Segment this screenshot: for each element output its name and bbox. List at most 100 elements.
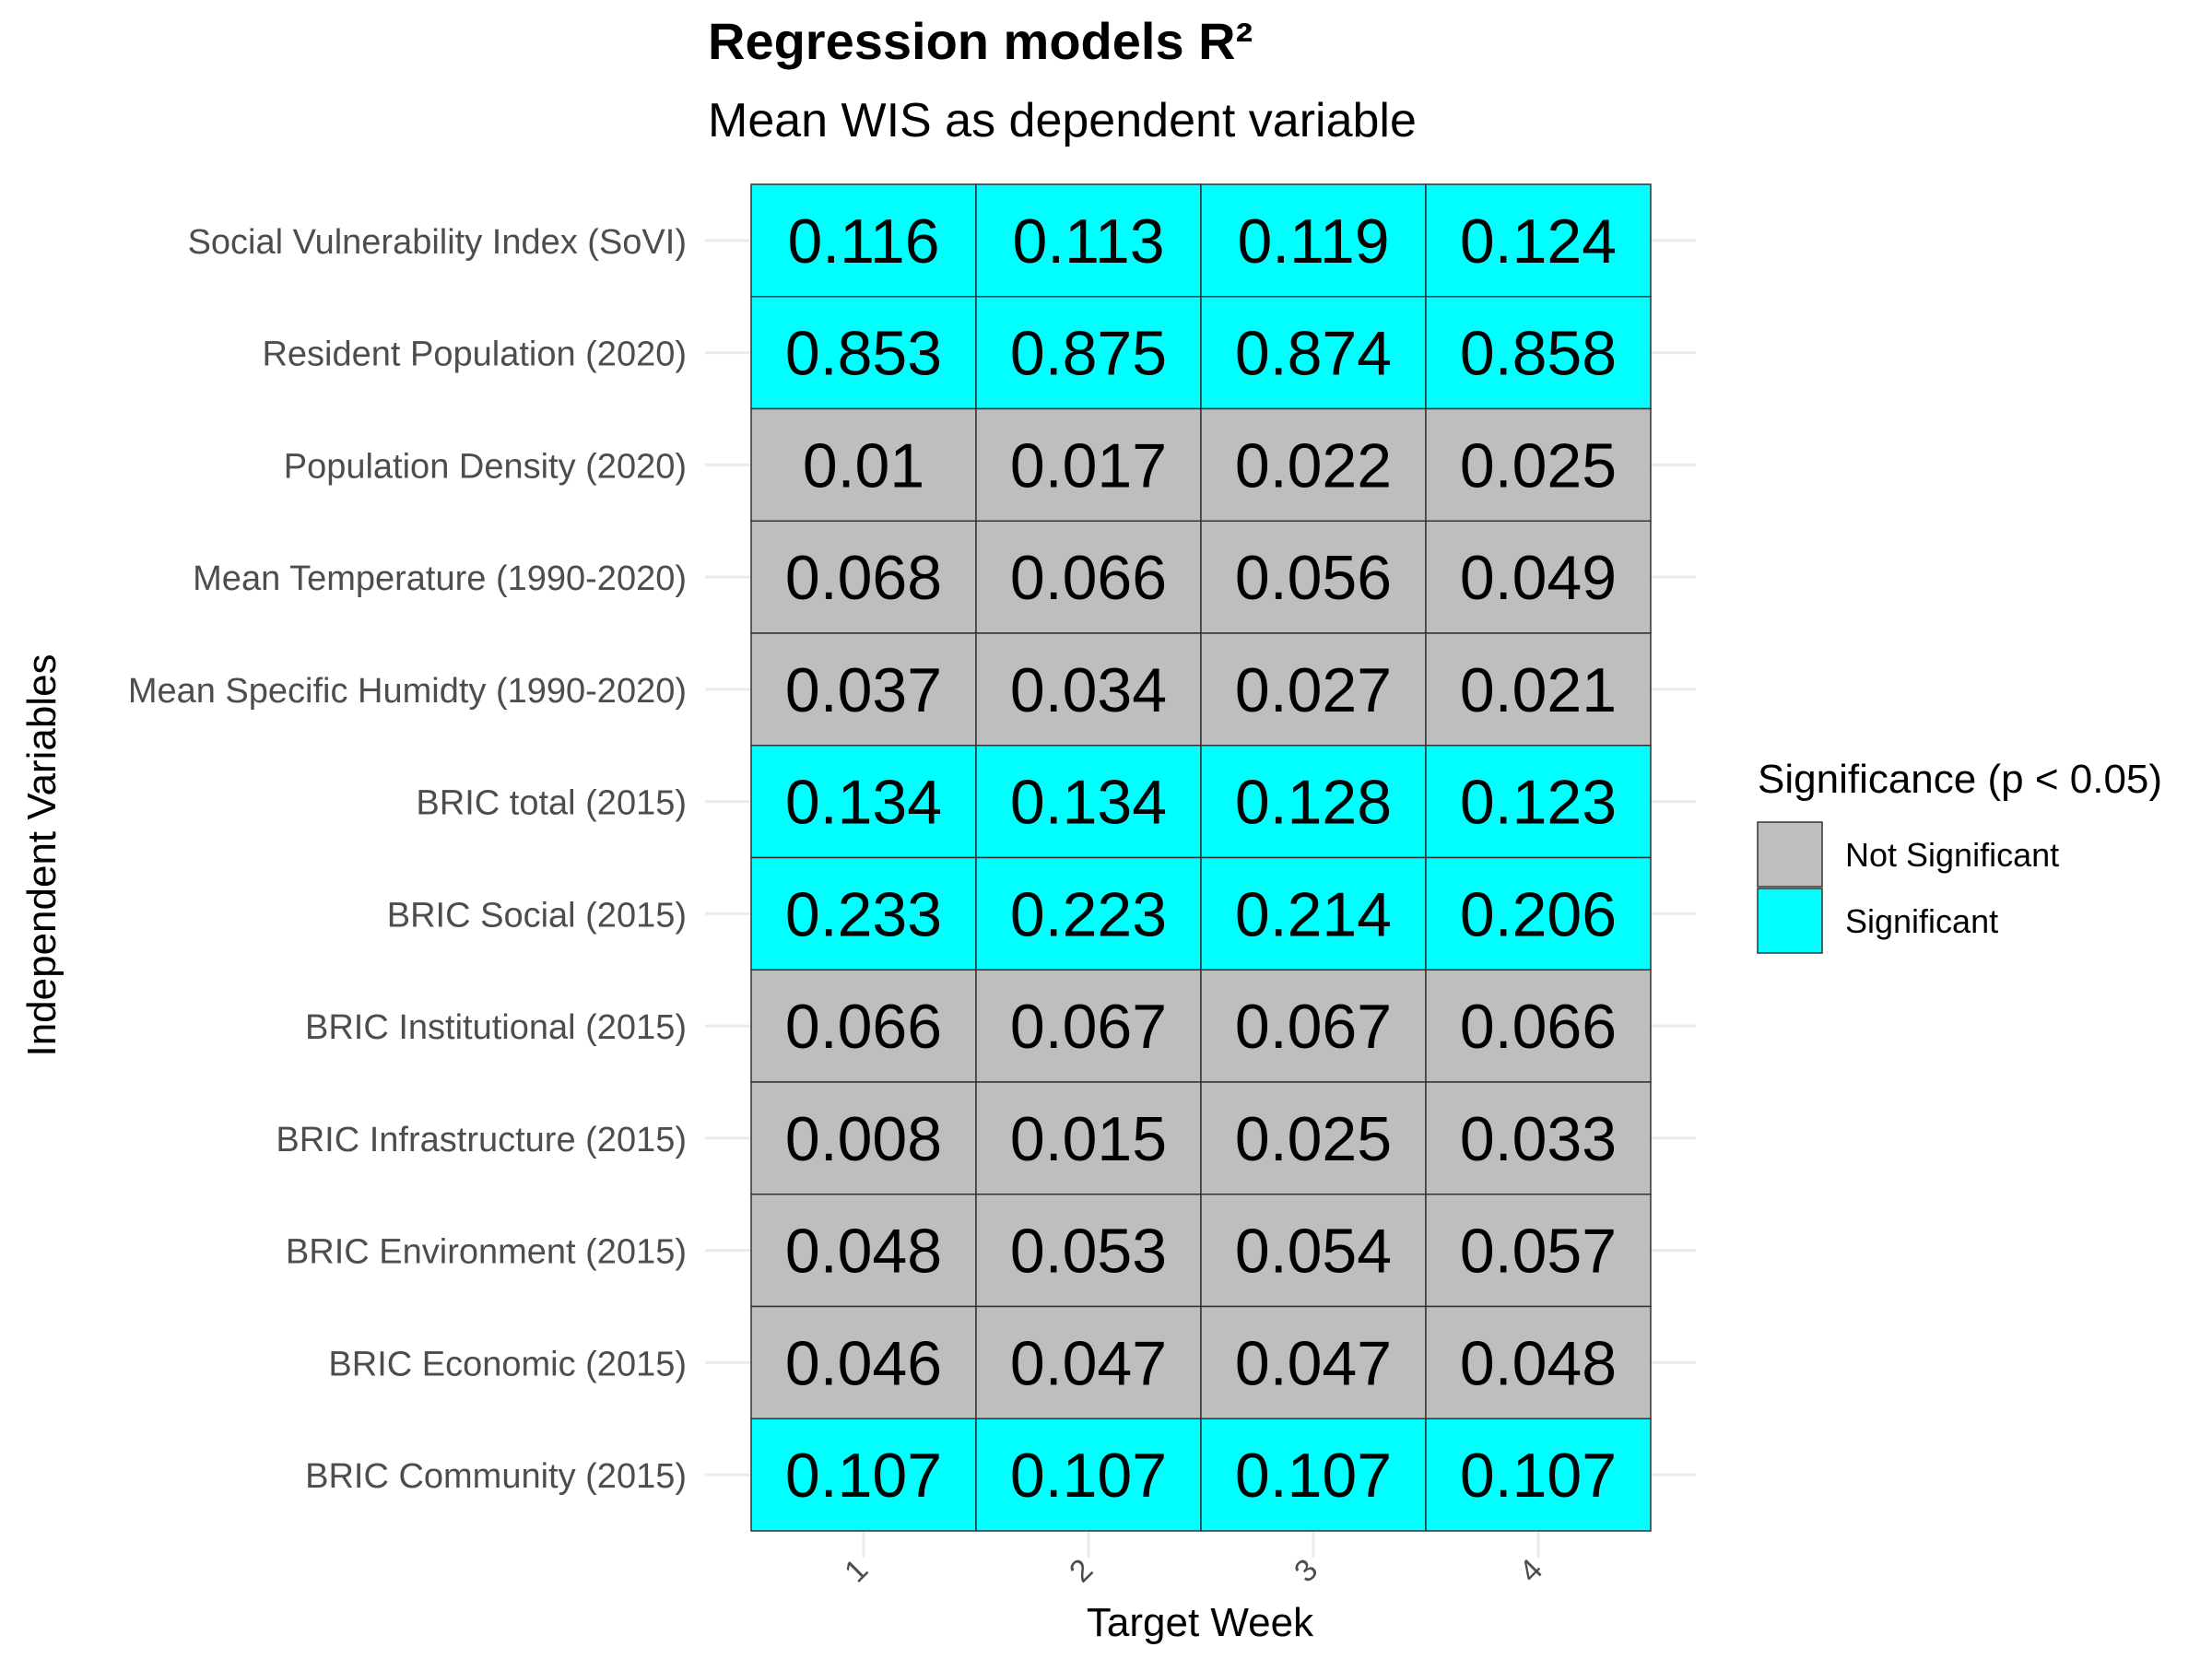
heatmap-cell xyxy=(1200,1194,1427,1308)
y-tick-label: BRIC Social (2015) xyxy=(387,896,687,935)
cell-value-label: 0.025 xyxy=(1235,1104,1392,1174)
cell-value-label: 0.107 xyxy=(1010,1441,1167,1511)
heatmap-cell xyxy=(1200,856,1427,971)
cell-value-label: 0.067 xyxy=(1010,992,1167,1062)
cell-value-label: 0.027 xyxy=(1235,655,1392,725)
cell-value-label: 0.046 xyxy=(785,1328,942,1398)
heatmap-cell xyxy=(750,1418,977,1532)
x-tick-label: 2 xyxy=(1063,1552,1100,1589)
cell-value-label: 0.124 xyxy=(1460,206,1617,276)
cell-value-label: 0.022 xyxy=(1235,430,1392,500)
cell-value-label: 0.068 xyxy=(785,543,942,613)
y-tick-label: Population Density (2020) xyxy=(284,447,687,486)
x-axis-title: Target Week xyxy=(1087,1600,1314,1645)
heatmap-cells: 0.116 0.113 0.119 0.124 0.853 0.875 0.874 0.858… xyxy=(750,183,1652,1532)
cell-value-label: 0.119 xyxy=(1237,206,1389,276)
heatmap-cell xyxy=(1425,856,1652,971)
y-tick-label: BRIC Infrastructure (2015) xyxy=(276,1121,687,1159)
cell-value-label: 0.048 xyxy=(785,1217,942,1287)
heatmap-cell xyxy=(1425,1081,1652,1195)
heatmap-cell xyxy=(1200,632,1427,747)
cell-value-label: 0.048 xyxy=(1460,1328,1617,1398)
heatmap-cell xyxy=(1200,296,1427,410)
cell-value-label: 0.134 xyxy=(1010,768,1167,838)
cell-value-label: 0.053 xyxy=(1010,1217,1167,1287)
cell-value-label: 0.047 xyxy=(1235,1328,1392,1398)
legend: Significance (p < 0.05) Not Significant … xyxy=(1757,757,2162,954)
heatmap-cell xyxy=(750,296,977,410)
y-tick-label: BRIC Institutional (2015) xyxy=(305,1008,687,1047)
cell-value-label: 0.037 xyxy=(785,655,942,725)
cell-value-label: 0.025 xyxy=(1460,430,1617,500)
heatmap-cell xyxy=(1200,745,1427,859)
heatmap-cell xyxy=(1425,520,1652,634)
heatmap-cell xyxy=(750,745,977,859)
heatmap-cell xyxy=(975,296,1202,410)
heatmap-cell xyxy=(975,1194,1202,1308)
legend-title: Significance (p < 0.05) xyxy=(1758,757,2162,802)
cell-value-label: 0.123 xyxy=(1460,768,1617,838)
heatmap-cell xyxy=(975,1305,1202,1419)
heatmap-cell xyxy=(1200,407,1427,522)
heatmap-cell xyxy=(1200,1305,1427,1419)
chart-title: Regression models R² xyxy=(708,12,1253,70)
cell-value-label: 0.107 xyxy=(1235,1441,1392,1511)
heatmap-cell xyxy=(975,969,1202,1083)
cell-value-label: 0.01 xyxy=(803,430,924,500)
heatmap-cell xyxy=(975,520,1202,634)
x-tick-label: 4 xyxy=(1512,1552,1549,1589)
heatmap-cell xyxy=(1425,1418,1652,1532)
heatmap-cell xyxy=(975,745,1202,859)
heatmap-cell xyxy=(1425,183,1652,298)
heatmap-cell xyxy=(975,1418,1202,1532)
legend-swatch-not-significant xyxy=(1757,821,1823,888)
heatmap-cell xyxy=(1425,1305,1652,1419)
cell-value-label: 0.128 xyxy=(1235,768,1392,838)
cell-value-label: 0.858 xyxy=(1460,319,1617,389)
legend-label-not-significant: Not Significant xyxy=(1845,836,2059,874)
y-tick-label: BRIC Community (2015) xyxy=(305,1457,687,1496)
cell-value-label: 0.021 xyxy=(1460,655,1617,725)
y-tick-label: Mean Temperature (1990-2020) xyxy=(193,559,687,598)
cell-value-label: 0.057 xyxy=(1460,1217,1617,1287)
y-tick-label: Social Vulnerability Index (SoVI) xyxy=(188,223,687,262)
heatmap-cell xyxy=(750,1081,977,1195)
cell-value-label: 0.054 xyxy=(1235,1217,1392,1287)
heatmap-cell xyxy=(975,856,1202,971)
heatmap-cell xyxy=(1425,632,1652,747)
cell-value-label: 0.056 xyxy=(1235,543,1392,613)
cell-value-label: 0.034 xyxy=(1010,655,1167,725)
heatmap-cell xyxy=(750,1305,977,1419)
heatmap-cell xyxy=(1425,745,1652,859)
cell-value-label: 0.113 xyxy=(1012,206,1164,276)
cell-value-label: 0.067 xyxy=(1235,992,1392,1062)
x-tick-label: 1 xyxy=(838,1552,875,1589)
cell-value-label: 0.134 xyxy=(785,768,942,838)
legend-swatch-significant xyxy=(1757,888,1823,954)
heatmap-cell xyxy=(975,632,1202,747)
y-tick-label: BRIC Environment (2015) xyxy=(286,1233,687,1272)
cell-value-label: 0.853 xyxy=(785,319,942,389)
y-tick-label: Resident Population (2020) xyxy=(262,335,687,374)
y-tick-label: BRIC Economic (2015) xyxy=(328,1345,687,1383)
heatmap-cell xyxy=(1200,1081,1427,1195)
heatmap-cell xyxy=(1425,1194,1652,1308)
cell-value-label: 0.008 xyxy=(785,1104,942,1174)
heatmap-cell xyxy=(1425,407,1652,522)
x-tick-labels: 1 2 3 4 xyxy=(838,1552,1549,1589)
heatmap-cell xyxy=(750,520,977,634)
y-tick-label: BRIC total (2015) xyxy=(416,784,687,823)
y-tick-label: Mean Specific Humidty (1990-2020) xyxy=(128,672,687,711)
legend-label-significant: Significant xyxy=(1845,902,1998,940)
heatmap-cell xyxy=(750,183,977,298)
cell-value-label: 0.223 xyxy=(1010,879,1167,949)
cell-value-label: 0.033 xyxy=(1460,1104,1617,1174)
y-axis-title: Independent Variables xyxy=(19,653,65,1056)
heatmap-cell xyxy=(975,407,1202,522)
cell-value-label: 0.233 xyxy=(785,879,942,949)
chart-subtitle: Mean WIS as dependent variable xyxy=(708,94,1417,147)
cell-value-label: 0.206 xyxy=(1460,879,1617,949)
heatmap-cell xyxy=(1425,969,1652,1083)
cell-value-label: 0.066 xyxy=(785,992,942,1062)
